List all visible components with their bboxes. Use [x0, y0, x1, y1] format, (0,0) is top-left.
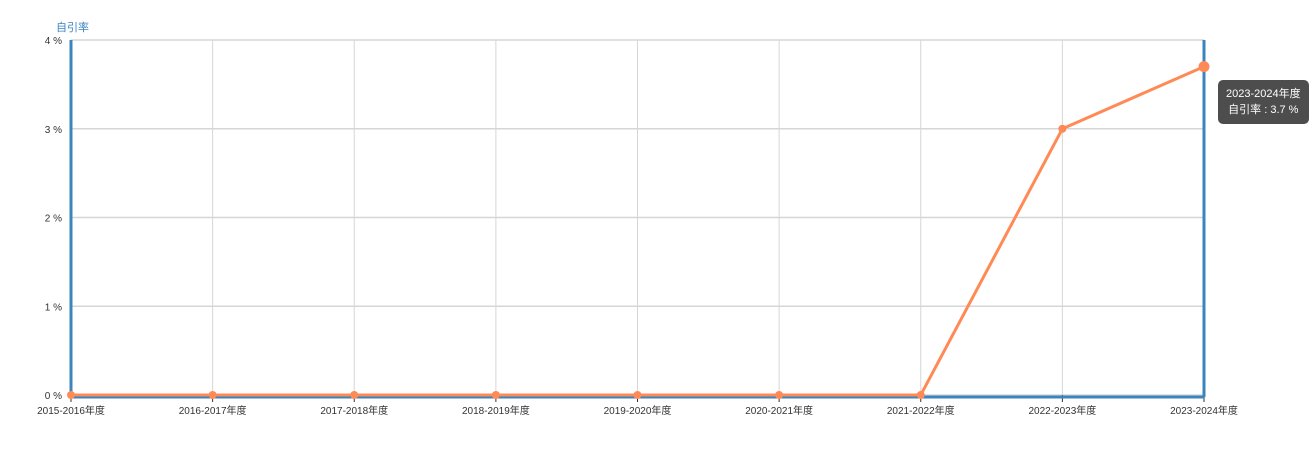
- y-tick-label: 4 %: [45, 36, 62, 47]
- x-tick-label: 2018-2019年度: [462, 404, 530, 417]
- data-point: [208, 391, 217, 399]
- x-tick-label: 2016-2017年度: [179, 404, 247, 417]
- tooltip-title: 2023-2024年度: [1226, 88, 1301, 100]
- x-tick-label: 2019-2020年度: [604, 404, 672, 417]
- data-point: [775, 391, 784, 399]
- data-point: [67, 391, 75, 399]
- data-point: [916, 391, 925, 399]
- data-point: [1198, 61, 1210, 73]
- x-tick-label: 2020-2021年度: [745, 404, 813, 417]
- y-axis-title: 自引率: [56, 20, 89, 34]
- data-point: [491, 391, 500, 399]
- tooltip-text: 自引率 : 3.7 %: [1228, 104, 1299, 116]
- y-tick-label: 0 %: [45, 391, 62, 402]
- x-tick-label: 2022-2023年度: [1028, 404, 1096, 417]
- y-tick-label: 1 %: [45, 302, 62, 313]
- data-point: [633, 391, 642, 399]
- x-tick-label: 2017-2018年度: [320, 404, 388, 417]
- x-tick-label: 2023-2024年度: [1170, 404, 1238, 417]
- x-tick-label: 2015-2016年度: [37, 404, 105, 417]
- tooltip: 2023-2024年度 自引率 : 3.7 %: [1218, 80, 1309, 124]
- data-point: [1058, 124, 1067, 133]
- x-tick-label: 2021-2022年度: [887, 404, 955, 417]
- y-tick-label: 3 %: [45, 125, 62, 136]
- data-point: [350, 391, 359, 399]
- y-tick-label: 2 %: [45, 214, 62, 225]
